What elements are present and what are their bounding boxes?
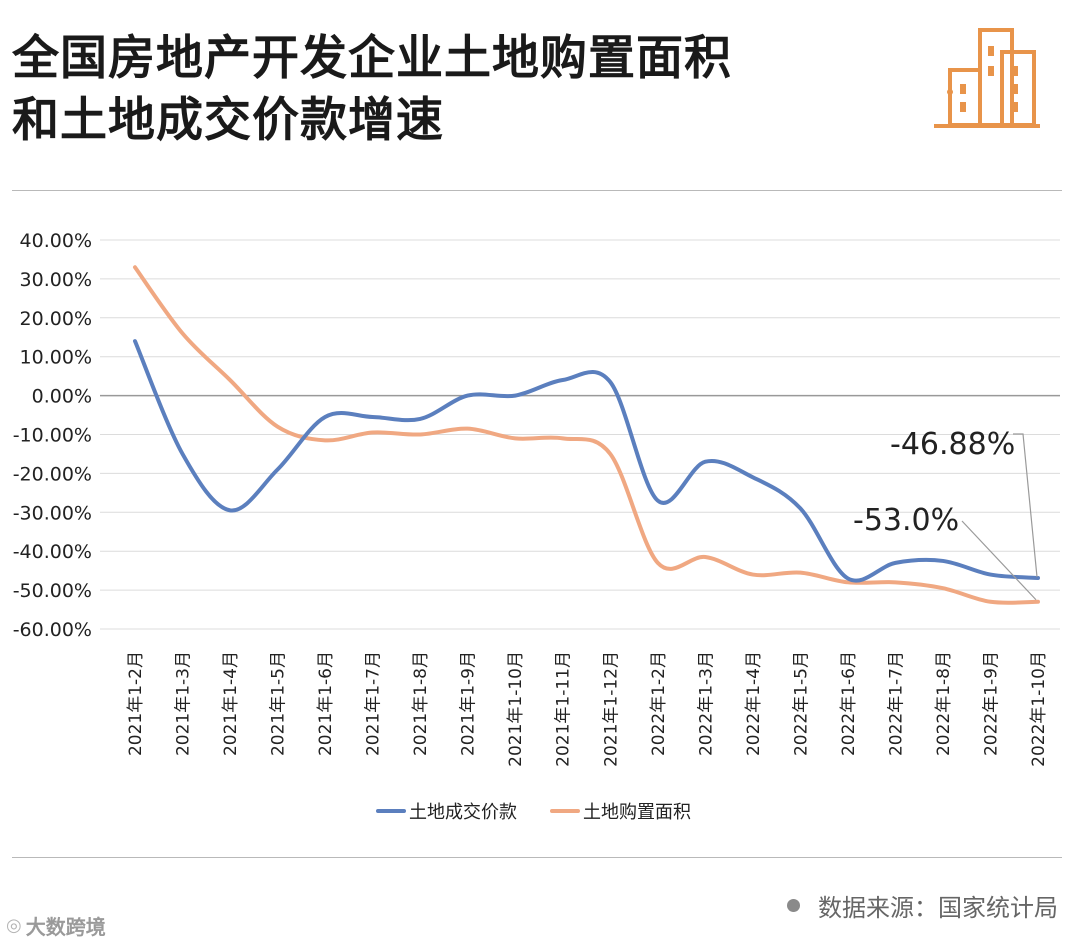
x-tick-label: 2022年1-8月: [934, 651, 954, 756]
data-source: 数据来源：国家统计局: [787, 888, 1058, 923]
y-tick-label: -10.00%: [13, 425, 92, 447]
x-tick-label: 2021年1-7月: [364, 651, 384, 756]
title-line-1: 全国房地产开发企业土地购置面积: [12, 31, 732, 86]
annotation-label: -46.88%: [890, 427, 1015, 462]
brand-logo-icon: ◎: [6, 915, 22, 936]
bottom-divider: [12, 857, 1062, 858]
series-line-land-purchase-area: [133, 265, 1040, 605]
y-tick-label: 20.00%: [20, 308, 92, 330]
annotation-leader: [961, 520, 1037, 601]
x-tick-label: 2022年1-7月: [886, 651, 906, 756]
x-tick-label: 2021年1-9月: [459, 651, 479, 756]
y-tick-label: 40.00%: [20, 230, 92, 252]
y-tick-label: 30.00%: [20, 269, 92, 291]
x-tick-label: 2021年1-2月: [126, 651, 146, 756]
title-line-2: 和土地成交价款增速: [12, 93, 444, 148]
x-tick-label: 2021年1-10月: [506, 651, 526, 767]
x-tick-label: 2022年1-4月: [744, 651, 764, 756]
legend-label: 土地购置面积: [583, 802, 691, 823]
x-tick-label: 2021年1-3月: [174, 651, 194, 756]
x-tick-label: 2022年1-3月: [696, 651, 716, 756]
y-tick-label: -20.00%: [13, 463, 92, 485]
x-tick-label: 2022年1-10月: [1029, 651, 1049, 767]
chart-title: 全国房地产开发企业土地购置面积 和土地成交价款增速: [12, 28, 732, 152]
brand-text: 大数跨境: [25, 915, 106, 939]
x-tick-label: 2021年1-5月: [269, 651, 289, 756]
y-tick-label: -60.00%: [13, 619, 92, 641]
brand-watermark: ◎ 大数跨境: [6, 911, 106, 940]
y-tick-label: 10.00%: [20, 347, 92, 369]
x-tick-label: 2021年1-4月: [221, 651, 241, 756]
x-tick-label: 2021年1-11月: [554, 651, 574, 767]
x-tick-label: 2022年1-5月: [791, 651, 811, 756]
x-tick-label: 2022年1-2月: [649, 651, 669, 756]
x-tick-label: 2021年1-12月: [601, 651, 621, 767]
x-tick-label: 2021年1-8月: [411, 651, 431, 756]
y-tick-label: -40.00%: [13, 541, 92, 563]
annotation-label: -53.0%: [853, 503, 959, 538]
data-source-text: 数据来源：国家统计局: [818, 894, 1058, 922]
annotation-leader: [1013, 433, 1038, 578]
y-tick-label: 0.00%: [32, 386, 92, 408]
series-line-land-transaction-value: [133, 339, 1040, 583]
x-tick-label: 2021年1-6月: [316, 651, 336, 756]
x-tick-label: 2022年1-6月: [839, 651, 859, 756]
bullet-dot-icon: [787, 899, 800, 912]
y-tick-label: -30.00%: [13, 502, 92, 524]
chart-legend: 土地成交价款 土地购置面积: [376, 802, 691, 823]
city-buildings-icon: [934, 28, 1040, 128]
x-tick-label: 2022年1-9月: [981, 651, 1001, 756]
y-tick-label: -50.00%: [13, 580, 92, 602]
legend-label: 土地成交价款: [409, 802, 517, 823]
top-divider: [12, 190, 1062, 191]
line-chart: 40.00% 30.00% 20.00% 10.00% 0.00% -10.00% -20.…: [13, 230, 1060, 823]
